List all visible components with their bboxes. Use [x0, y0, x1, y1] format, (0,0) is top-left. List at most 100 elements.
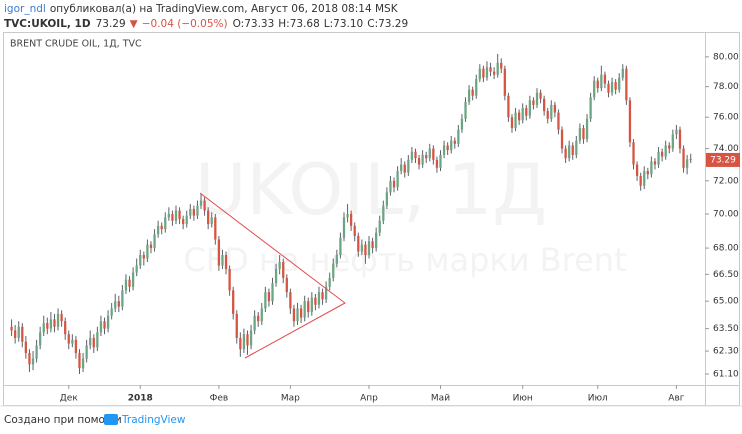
candle-body	[317, 292, 321, 305]
ohlc-high: H:73.68	[278, 18, 320, 30]
candle-body	[274, 269, 278, 284]
candle-body	[396, 171, 399, 188]
candle-body	[117, 301, 120, 307]
logo-text[interactable]: TradingView	[121, 414, 186, 426]
candle-body	[121, 290, 124, 307]
candle-body	[589, 97, 592, 119]
candle-body	[203, 200, 206, 211]
chart-frame	[3, 32, 740, 406]
candle-body	[364, 244, 367, 256]
candle-body	[210, 217, 213, 225]
candle-body	[464, 101, 467, 119]
watermark: UKOIL, 1Д	[195, 149, 547, 231]
candle-body	[492, 71, 496, 75]
candle-body	[685, 159, 689, 168]
candle-body	[482, 68, 485, 78]
candle-body	[314, 297, 317, 305]
candle-body	[53, 319, 56, 327]
candle-body	[650, 161, 653, 175]
candle-body	[403, 164, 406, 173]
candle-body	[521, 107, 524, 121]
candle-body	[618, 77, 621, 90]
candle-body	[453, 140, 456, 144]
candle-body	[389, 180, 392, 193]
candle-body	[124, 279, 128, 291]
candle-body	[264, 292, 267, 309]
author[interactable]: igor_ndl	[4, 3, 46, 15]
candle-body	[371, 241, 374, 249]
candle-body	[657, 151, 660, 165]
candle-body	[435, 159, 439, 168]
candle-body	[307, 301, 310, 313]
watermark-subtitle: CFD на нефть марки Brent	[183, 241, 626, 279]
candle-body	[660, 151, 664, 157]
candle-body	[460, 118, 464, 130]
candle-body	[614, 82, 617, 90]
candle-body	[367, 241, 371, 256]
candle-body	[528, 100, 532, 116]
candle-body	[114, 301, 117, 309]
candle-body	[668, 145, 671, 149]
candle-body	[71, 339, 74, 344]
candle-body	[646, 171, 649, 175]
symbol-line: TVC:UKOIL, 1D 73.29 ▼ −0.04 (−0.05%) O:73.33…	[4, 18, 408, 30]
candle-body	[278, 262, 281, 270]
candle-body	[64, 321, 67, 335]
candle-body	[525, 107, 528, 116]
candle-body	[503, 68, 506, 96]
candle-body	[643, 171, 646, 186]
candle-body	[103, 321, 106, 329]
candle-body	[485, 67, 489, 78]
candle-body	[282, 262, 285, 278]
candle-body	[49, 319, 53, 329]
candle-body	[335, 255, 338, 264]
candle-body	[535, 92, 539, 105]
candle-body	[550, 104, 553, 119]
candle-body	[139, 255, 142, 266]
candle-body	[575, 140, 578, 155]
candle-body	[31, 358, 35, 365]
x-tick-label: Июл	[588, 394, 608, 404]
ohlc-open: O:73.33	[233, 18, 275, 30]
candle-body	[425, 154, 428, 159]
candle-body	[689, 159, 692, 161]
triangle-drawing	[199, 192, 346, 359]
ohlc-close: C:73.29	[367, 18, 408, 30]
candle-body	[92, 337, 95, 348]
candle-body	[496, 62, 499, 75]
candle-body	[407, 159, 410, 173]
candle-body	[392, 180, 396, 188]
x-tick-label: Авг	[668, 394, 684, 404]
candle-body	[89, 337, 92, 346]
candle-body	[196, 205, 199, 216]
x-tick-label: Июн	[513, 394, 533, 404]
candle-body	[257, 315, 260, 322]
candle-body	[628, 100, 632, 143]
candle-body	[582, 128, 585, 140]
candle-body	[35, 345, 38, 359]
candle-body	[146, 244, 149, 259]
candle-body	[378, 220, 381, 233]
x-tick-label: Май	[431, 394, 450, 404]
candle-body	[557, 112, 560, 130]
candle-body	[342, 217, 346, 238]
candle-body	[585, 118, 589, 140]
candle-body	[106, 315, 110, 329]
candle-body	[475, 79, 478, 96]
candle-body	[178, 210, 181, 220]
change-arrow: ▼	[130, 18, 139, 30]
candle-body	[299, 308, 303, 318]
candle-body	[260, 308, 263, 322]
candle-body	[632, 142, 635, 165]
candle-body	[292, 308, 296, 322]
candle-body	[332, 263, 335, 278]
tradingview-logo[interactable]: TradingView	[104, 414, 186, 426]
candle-body	[214, 217, 217, 240]
candle-body	[60, 313, 63, 322]
candle-body	[578, 128, 582, 141]
candle-body	[46, 323, 49, 329]
candle-body	[543, 98, 546, 112]
candle-body	[664, 145, 667, 157]
candle-body	[135, 265, 138, 273]
